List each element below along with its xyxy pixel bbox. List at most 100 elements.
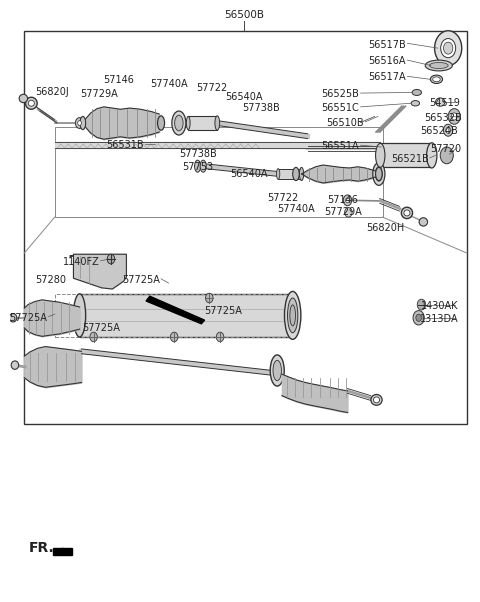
Text: 57738B: 57738B xyxy=(242,103,280,113)
Circle shape xyxy=(345,208,352,217)
Ellipse shape xyxy=(270,355,284,386)
Circle shape xyxy=(216,332,224,342)
Ellipse shape xyxy=(373,163,385,185)
Text: 57740A: 57740A xyxy=(277,204,315,214)
Text: 1430AK: 1430AK xyxy=(421,301,459,311)
Ellipse shape xyxy=(290,305,296,326)
Ellipse shape xyxy=(288,298,298,333)
Circle shape xyxy=(170,332,178,342)
Ellipse shape xyxy=(411,101,420,106)
Text: 1140FZ: 1140FZ xyxy=(62,257,99,267)
Text: 57729A: 57729A xyxy=(80,89,118,99)
Ellipse shape xyxy=(425,60,452,71)
Polygon shape xyxy=(146,296,204,324)
Ellipse shape xyxy=(300,167,304,181)
Ellipse shape xyxy=(434,31,462,66)
Text: 56551C: 56551C xyxy=(322,103,359,113)
Text: 56510B: 56510B xyxy=(326,118,364,128)
Text: 54519: 54519 xyxy=(429,98,460,108)
Circle shape xyxy=(205,293,213,303)
Ellipse shape xyxy=(11,361,19,369)
Text: 56532B: 56532B xyxy=(424,113,462,123)
Circle shape xyxy=(75,117,84,128)
Text: 57729A: 57729A xyxy=(324,206,361,217)
Text: 57146: 57146 xyxy=(104,75,134,85)
Ellipse shape xyxy=(373,397,380,403)
Bar xyxy=(55,127,383,217)
Ellipse shape xyxy=(401,207,413,219)
Text: 56500B: 56500B xyxy=(225,10,264,20)
Text: 57738B: 57738B xyxy=(179,149,216,159)
Ellipse shape xyxy=(427,143,437,168)
Circle shape xyxy=(444,124,453,136)
Circle shape xyxy=(416,314,421,321)
Circle shape xyxy=(446,127,451,133)
Ellipse shape xyxy=(293,167,299,181)
Circle shape xyxy=(440,147,453,164)
Ellipse shape xyxy=(444,42,453,54)
Ellipse shape xyxy=(419,218,428,226)
Bar xyxy=(80,294,293,337)
Text: 57146: 57146 xyxy=(327,195,358,205)
Ellipse shape xyxy=(25,98,37,109)
Circle shape xyxy=(452,113,457,120)
Ellipse shape xyxy=(215,116,220,130)
Ellipse shape xyxy=(404,210,410,216)
Ellipse shape xyxy=(412,90,421,96)
Ellipse shape xyxy=(273,361,281,380)
Text: 56820J: 56820J xyxy=(36,87,69,98)
Ellipse shape xyxy=(80,116,85,129)
Ellipse shape xyxy=(73,294,85,337)
Ellipse shape xyxy=(276,169,280,179)
Ellipse shape xyxy=(430,63,448,69)
Polygon shape xyxy=(70,254,126,289)
Text: 57725A: 57725A xyxy=(204,306,242,316)
Text: 56540A: 56540A xyxy=(230,169,268,179)
Text: 56524B: 56524B xyxy=(420,126,457,136)
Text: 56517A: 56517A xyxy=(368,72,406,82)
Circle shape xyxy=(78,120,82,125)
Ellipse shape xyxy=(432,77,440,82)
Ellipse shape xyxy=(285,291,301,340)
Text: FR.: FR. xyxy=(29,541,55,555)
Text: 57720: 57720 xyxy=(430,144,461,154)
Text: 1313DA: 1313DA xyxy=(420,314,459,324)
Bar xyxy=(380,143,432,167)
Ellipse shape xyxy=(371,394,382,405)
Text: 56516A: 56516A xyxy=(369,57,406,66)
Ellipse shape xyxy=(200,160,206,172)
Text: 56517B: 56517B xyxy=(368,40,406,49)
Circle shape xyxy=(107,254,115,264)
Circle shape xyxy=(413,311,424,325)
Ellipse shape xyxy=(441,39,456,58)
Circle shape xyxy=(417,299,426,310)
Circle shape xyxy=(448,108,460,124)
Ellipse shape xyxy=(9,314,17,322)
Text: 57280: 57280 xyxy=(36,275,66,285)
Ellipse shape xyxy=(175,115,183,131)
Text: 56540A: 56540A xyxy=(226,92,263,102)
Text: 56820H: 56820H xyxy=(366,223,404,233)
Ellipse shape xyxy=(375,167,382,181)
Text: 57725A: 57725A xyxy=(9,313,47,323)
Text: 57753: 57753 xyxy=(182,162,213,172)
Ellipse shape xyxy=(172,111,186,135)
Circle shape xyxy=(90,332,97,342)
Polygon shape xyxy=(53,548,72,555)
Ellipse shape xyxy=(435,98,445,106)
Text: 57722: 57722 xyxy=(196,83,227,93)
Ellipse shape xyxy=(375,167,383,181)
Bar xyxy=(278,169,301,179)
Text: 56531B: 56531B xyxy=(106,140,144,150)
Circle shape xyxy=(346,198,349,203)
Ellipse shape xyxy=(431,75,443,84)
Ellipse shape xyxy=(19,95,27,103)
Text: 57740A: 57740A xyxy=(151,79,188,89)
Text: 57722: 57722 xyxy=(267,193,299,203)
Ellipse shape xyxy=(194,160,201,172)
Ellipse shape xyxy=(186,116,190,129)
Text: 56521B: 56521B xyxy=(392,154,430,164)
Bar xyxy=(24,31,467,424)
Text: 57725A: 57725A xyxy=(122,275,160,285)
Text: 56525B: 56525B xyxy=(321,89,359,99)
